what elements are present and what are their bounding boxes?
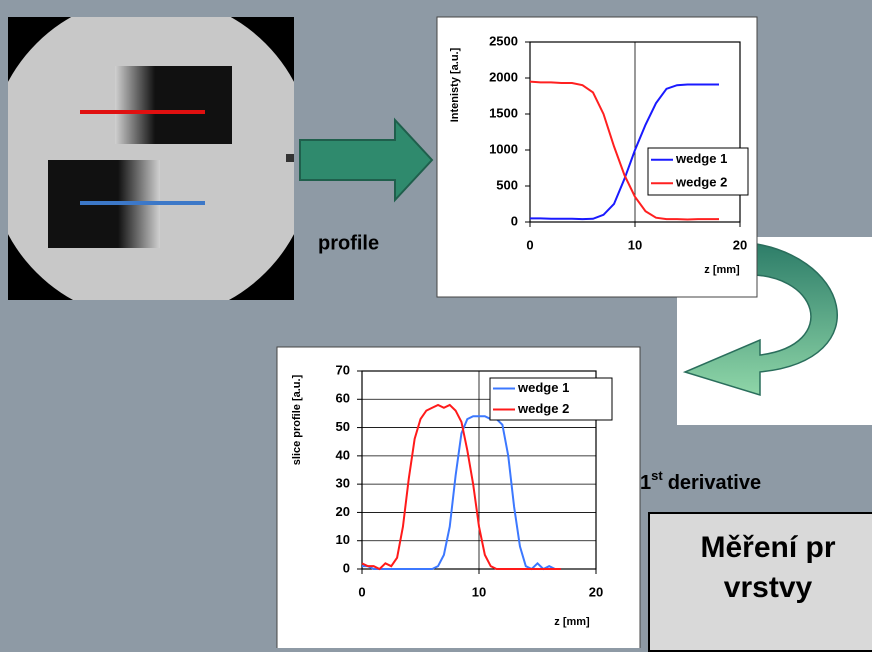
x-axis-label: z [mm]	[554, 616, 590, 628]
x-tick-label: 10	[628, 237, 642, 252]
y-tick-label: 1000	[489, 141, 518, 156]
y-tick-label: 20	[336, 504, 350, 519]
phantom-image	[0, 0, 313, 320]
derivative-number: 1	[640, 472, 651, 494]
x-tick-label: 10	[472, 584, 486, 599]
y-tick-label: 50	[336, 419, 350, 434]
slide: profile 1stderivative 050010001500200025…	[0, 0, 872, 648]
y-axis-label: slice profile [a.u.]	[291, 374, 303, 465]
y-tick-label: 60	[336, 391, 350, 406]
x-tick-label: 0	[358, 584, 365, 599]
derivative-label: 1st derivative	[640, 468, 761, 494]
x-tick-label: 20	[733, 237, 747, 252]
arrow	[300, 120, 432, 200]
y-tick-label: 0	[343, 560, 350, 575]
legend-label: wedge 2	[675, 175, 727, 190]
title-line: Měření pr	[650, 528, 872, 568]
x-tick-label: 0	[526, 237, 533, 252]
legend-label: wedge 1	[517, 380, 569, 395]
x-axis-label: z [mm]	[704, 264, 740, 276]
derivative-suffix: st	[651, 468, 663, 483]
legend-label: wedge 2	[517, 401, 569, 416]
y-tick-label: 500	[496, 177, 518, 192]
derivative-text: derivative	[668, 472, 761, 494]
y-tick-label: 1500	[489, 105, 518, 120]
y-tick-label: 40	[336, 447, 350, 462]
legend-label: wedge 1	[675, 151, 727, 166]
y-tick-label: 70	[336, 362, 350, 377]
title-box: Měření pr vrstvy	[648, 512, 872, 652]
y-tick-label: 10	[336, 532, 350, 547]
y-tick-label: 2000	[489, 69, 518, 84]
title-line: vrstvy	[650, 568, 872, 608]
y-tick-label: 2500	[489, 33, 518, 48]
profile-label: profile	[318, 232, 379, 254]
y-tick-label: 0	[511, 213, 518, 228]
y-tick-label: 30	[336, 476, 350, 491]
x-tick-label: 20	[589, 584, 603, 599]
y-axis-label: Intenisty [a.u.]	[449, 47, 461, 122]
